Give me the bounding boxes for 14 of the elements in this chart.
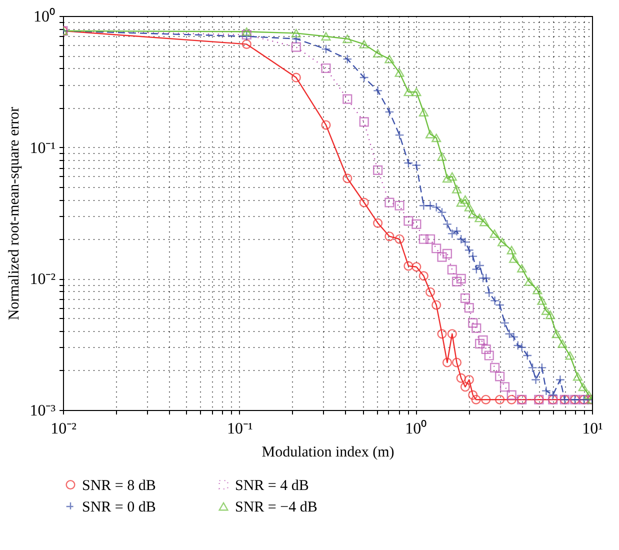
x-tick-label: 10⁻¹ — [226, 420, 253, 438]
y-tick-label: 10⁻³ — [30, 402, 56, 420]
y-tick-label: 10⁻² — [30, 271, 56, 288]
legend-label: SNR = 8 dB — [82, 478, 156, 494]
legend-label: SNR = 4 dB — [235, 478, 309, 494]
y-axis-title: Normalized root-mean-square error — [6, 106, 23, 320]
x-tick-label: 10¹ — [582, 420, 604, 438]
y-tick-label: 10⁻¹ — [30, 140, 56, 157]
x-tick-label: 10⁻² — [50, 420, 77, 438]
y-tick-label: 10⁰ — [34, 8, 56, 26]
x-axis-title: Modulation index (m) — [262, 444, 394, 460]
legend-label: SNR = 0 dB — [82, 500, 156, 516]
legend-label: SNR = −4 dB — [235, 500, 318, 516]
x-tick-label: 10⁰ — [405, 420, 428, 438]
